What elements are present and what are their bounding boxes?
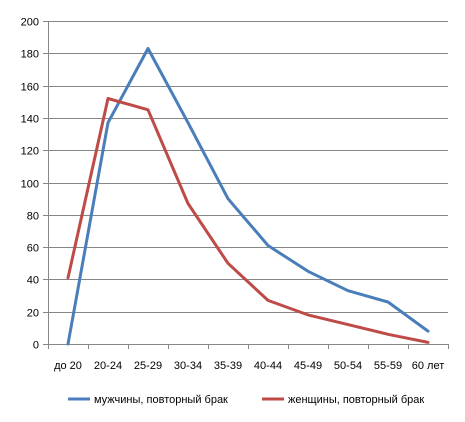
series-line — [66, 97, 430, 344]
legend-item: мужчины, повторный брак — [68, 394, 228, 406]
x-tick-label: 55-59 — [374, 360, 402, 372]
y-tick-label: 0 — [33, 340, 39, 352]
y-tick-label: 20 — [27, 308, 39, 320]
x-tick-label: до 20 — [54, 360, 82, 372]
x-tick-label: 35-39 — [214, 360, 242, 372]
x-tick-label: 20-24 — [94, 360, 122, 372]
x-axis-ticks: до 20 20-24 25-29 30-34 35-39 40-44 45-49 50-54… — [54, 360, 444, 372]
y-tick-label: 160 — [21, 82, 39, 94]
y-tick-label: 40 — [27, 275, 39, 287]
series-lines — [66, 47, 430, 346]
y-tick-label: 100 — [21, 179, 39, 191]
series — [66, 97, 430, 344]
gridlines — [48, 21, 448, 313]
x-tick-label: 60 лет — [412, 360, 445, 372]
y-tick-label: 120 — [21, 146, 39, 158]
x-tick-label: 25-29 — [134, 360, 162, 372]
y-axis-ticks: 0 20 40 60 80 100 120 140 160 180 200 — [21, 17, 39, 352]
axes — [43, 21, 449, 349]
y-tick-label: 140 — [21, 114, 39, 126]
legend: мужчины, повторный брак женщины, повторны… — [68, 394, 424, 406]
x-tick-label: 40-44 — [254, 360, 282, 372]
legend-item: женщины, повторный брак — [262, 394, 424, 406]
y-tick-label: 180 — [21, 49, 39, 61]
x-tick-label: 30-34 — [174, 360, 202, 372]
y-tick-label: 60 — [27, 243, 39, 255]
y-tick-label: 200 — [21, 17, 39, 29]
series-line — [66, 47, 430, 346]
legend-label: женщины, повторный брак — [288, 394, 424, 406]
series — [66, 47, 430, 346]
y-tick-label: 80 — [27, 211, 39, 223]
x-tick-label: 50-54 — [334, 360, 362, 372]
x-tick-label: 45-49 — [294, 360, 322, 372]
legend-label: мужчины, повторный брак — [94, 394, 228, 406]
